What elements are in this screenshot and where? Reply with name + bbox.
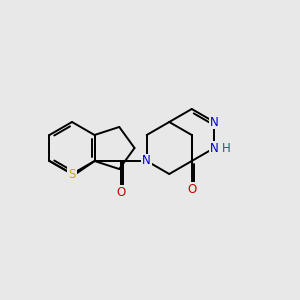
- Text: N: N: [210, 116, 219, 128]
- Text: H: H: [222, 142, 231, 154]
- Text: O: O: [116, 185, 125, 199]
- Text: N: N: [142, 154, 151, 167]
- Text: S: S: [68, 167, 76, 181]
- Text: N: N: [142, 154, 151, 167]
- Text: N: N: [210, 142, 219, 154]
- Text: O: O: [187, 183, 196, 196]
